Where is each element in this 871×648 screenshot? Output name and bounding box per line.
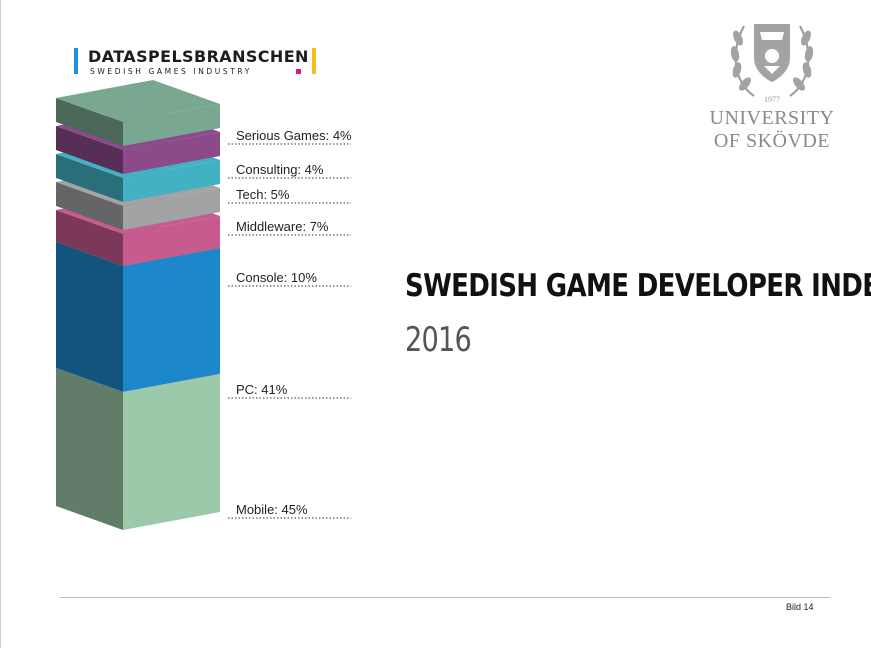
slide-title: SWEDISH GAME DEVELOPER INDEX <box>405 268 871 304</box>
segment-front-face-middleware <box>123 187 220 230</box>
dataspelsbranschen-logo: DATASPELSBRANSCHEN SWEDISH GAMES INDUSTR… <box>74 46 324 78</box>
segment-left-face-serious-games <box>56 97 123 146</box>
university-name-line1: UNIVERSITY <box>709 107 835 129</box>
university-seal-icon: 1977 <box>730 24 814 104</box>
logo-right-bar <box>312 48 316 74</box>
university-name-line2: OF SKÖVDE <box>713 130 831 152</box>
slide-subtitle-year: 2016 <box>405 320 472 360</box>
segment-left-face-consulting <box>56 125 123 174</box>
label-serious-games: Serious Games: 4% <box>236 128 352 143</box>
segment-front-face-pc <box>123 247 220 392</box>
segment-left-face-tech <box>56 153 123 202</box>
segment-left-face-mobile <box>56 367 123 530</box>
slide-left-border <box>0 0 1 648</box>
university-logo: 1977 UNIVERSITY OF SKÖVDE <box>700 12 844 152</box>
segment-front-face-mobile <box>123 373 220 530</box>
segment-left-face-pc <box>56 241 123 392</box>
label-tech: Tech: 5% <box>236 187 290 202</box>
segment-left-face-console <box>56 209 123 266</box>
segment-front-face-console <box>123 215 220 266</box>
logo-left-bar <box>74 48 78 74</box>
segment-left-face-middleware <box>56 181 123 230</box>
label-consulting: Consulting: 4% <box>236 162 324 177</box>
segment-front-face-consulting <box>123 131 220 174</box>
seal-year: 1977 <box>764 95 780 104</box>
label-console: Console: 10% <box>236 270 317 285</box>
segment-top-face-serious-games <box>56 79 220 122</box>
label-mobile: Mobile: 45% <box>236 502 308 517</box>
segment-front-face-tech <box>123 159 220 202</box>
slide-number: Bild 14 <box>786 602 814 612</box>
logo-name: DATASPELSBRANSCHEN <box>88 47 309 66</box>
segment-front-face-serious-games <box>123 103 220 146</box>
logo-dot <box>296 69 301 74</box>
footer-divider <box>60 597 830 598</box>
label-pc: PC: 41% <box>236 382 288 397</box>
logo-tagline: SWEDISH GAMES INDUSTRY <box>90 67 252 76</box>
label-middleware: Middleware: 7% <box>236 219 329 234</box>
